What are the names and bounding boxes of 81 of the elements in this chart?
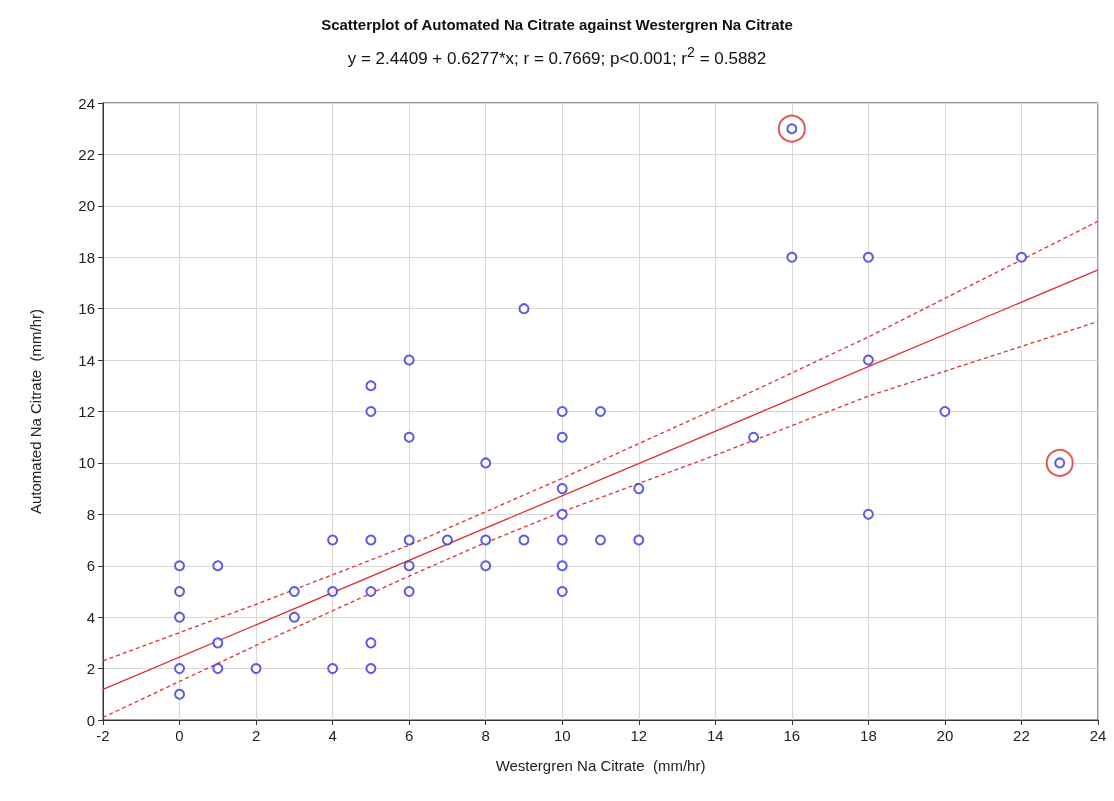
point (365, 380, 377, 392)
point (556, 534, 568, 546)
x-tick-label: 6 (404, 727, 414, 744)
point (556, 508, 568, 520)
y-tick-label: 14 (78, 351, 95, 369)
point (633, 483, 645, 495)
point (403, 585, 415, 597)
point (748, 431, 760, 443)
point (556, 560, 568, 572)
point (212, 637, 224, 649)
y-tick-label: 12 (78, 403, 95, 420)
y-tick-label: 16 (78, 300, 95, 318)
point (518, 534, 530, 546)
x-axis-title: Westergren Na Citrate (mm/hr) (495, 757, 706, 774)
point (595, 406, 606, 417)
point (365, 406, 377, 417)
y-tick-label: 2 (86, 660, 95, 678)
line-series (102, 220, 1099, 662)
x-tick-label: 4 (328, 727, 337, 744)
point (556, 585, 568, 597)
x-tick-label: 10 (553, 727, 571, 744)
point (1015, 251, 1027, 263)
point (595, 534, 606, 546)
point (174, 560, 186, 572)
x-tick-label: -2 (96, 727, 110, 744)
point (556, 406, 568, 417)
point (174, 663, 186, 675)
point (365, 637, 377, 649)
x-tick-label: 18 (860, 727, 877, 744)
point (633, 534, 645, 546)
y-tick-label: 0 (86, 711, 95, 729)
y-tick-label: 22 (78, 145, 95, 163)
point (250, 663, 262, 675)
point (212, 663, 224, 675)
x-tick-label: 20 (936, 727, 954, 744)
point (939, 406, 951, 417)
point (403, 431, 415, 443)
x-tick-label: 2 (251, 727, 261, 744)
point (174, 585, 186, 597)
y-tick-label: 10 (78, 454, 95, 472)
point (862, 508, 874, 520)
point (365, 585, 377, 597)
point (327, 585, 339, 597)
point (212, 560, 224, 572)
point (556, 431, 568, 443)
chart-title: Scatterplot of Automated Na Citrate against Westergren Na Citrate (321, 16, 793, 33)
point (786, 251, 798, 263)
point (365, 663, 377, 675)
chart-subtitle: y = 2.4409 + 0.6277*x; r = 0.7669; p<0.001; r$^{2}$ = 0.5882 (346, 44, 768, 69)
point (403, 534, 415, 546)
y-tick-label: 18 (78, 248, 95, 266)
point (365, 534, 377, 546)
y-axis-title: Automated Na Citrate (mm/hr) (27, 308, 44, 515)
x-tick-label: 12 (630, 727, 648, 744)
y-tick-label: 8 (86, 505, 95, 523)
point (327, 663, 339, 675)
point (480, 560, 492, 572)
point (480, 457, 492, 469)
point (174, 611, 186, 623)
x-tick-label: 16 (783, 727, 801, 744)
point (288, 585, 300, 597)
point (518, 303, 530, 315)
point (862, 251, 874, 263)
x-tick-label: 8 (481, 727, 490, 744)
point (441, 534, 453, 546)
point (174, 688, 186, 700)
point (403, 354, 415, 366)
y-tick-label: 24 (78, 94, 95, 112)
y-tick-label: 6 (86, 557, 95, 575)
x-tick-label: 14 (706, 727, 724, 744)
x-tick-label: 0 (175, 727, 184, 744)
y-tick-label: 4 (86, 608, 95, 626)
point (556, 483, 568, 495)
point (288, 611, 300, 623)
point (862, 354, 874, 366)
point (327, 534, 339, 546)
y-tick-label: 20 (78, 197, 95, 215)
x-tick-label: 24 (1089, 727, 1107, 744)
x-tick-label: 22 (1013, 727, 1030, 744)
point (480, 534, 492, 546)
point (403, 560, 415, 572)
